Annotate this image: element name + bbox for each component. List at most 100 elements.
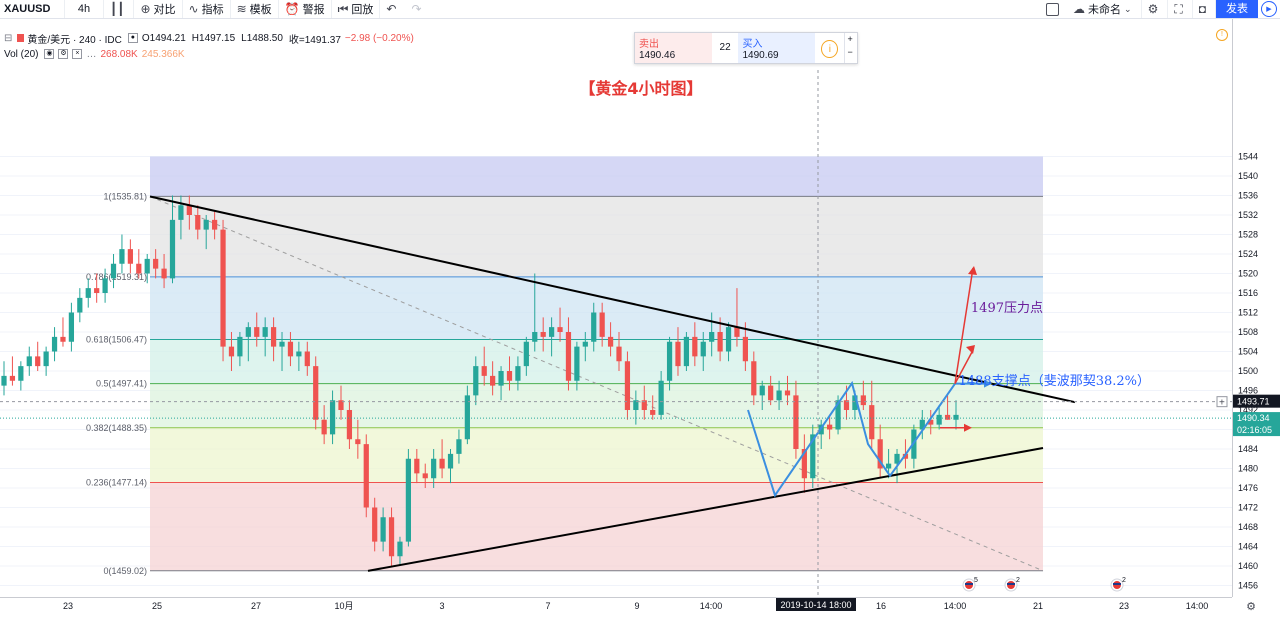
candle-body <box>709 332 715 342</box>
price-scale[interactable] <box>1232 19 1280 597</box>
chart-type-button[interactable]: ┃┃ <box>104 0 135 18</box>
candle-body <box>599 312 605 337</box>
replay-button[interactable]: ⏮ 回放 <box>332 0 381 18</box>
crosshair-time-text: 2019-10-14 18:00 <box>780 600 851 610</box>
eye-icon[interactable]: ● <box>127 33 138 43</box>
candle-body <box>35 356 41 367</box>
price-tick-label: 1540 <box>1238 171 1258 181</box>
interval-select[interactable]: 4h <box>65 0 104 18</box>
close-small-icon[interactable]: × <box>72 49 83 59</box>
fib-band <box>150 196 1043 277</box>
candle-body <box>650 410 656 415</box>
time-scale[interactable] <box>0 597 1232 623</box>
fib-label: 0.382(1488.35) <box>86 423 147 433</box>
redo-button[interactable]: ↷ <box>405 0 430 18</box>
legend-close: 收=1491.37 <box>288 34 341 46</box>
candle-body <box>178 205 184 220</box>
replay-label: 回放 <box>351 4 374 16</box>
minus-icon[interactable]: − <box>847 47 853 57</box>
candle-body <box>304 351 310 367</box>
candle-body <box>68 312 75 342</box>
add-alert-icon[interactable] <box>1216 396 1228 408</box>
fib-label: 0.618(1506.47) <box>86 334 147 344</box>
time-tick-label: 23 <box>1119 601 1129 611</box>
time-tick-label: 14:00 <box>700 601 723 611</box>
settings-button[interactable]: ⚙ <box>1142 0 1169 18</box>
alert-button[interactable]: ⏰ 警报 <box>279 0 332 18</box>
candle-body <box>683 336 690 367</box>
support-trendline[interactable] <box>367 447 1044 572</box>
candle-body <box>447 453 454 469</box>
info-icon[interactable]: i <box>821 40 839 58</box>
quantity-stepper[interactable]: + − <box>844 33 857 63</box>
more-icon[interactable]: … <box>86 48 97 60</box>
snapshot-button[interactable]: ◘ <box>1193 0 1216 18</box>
candle-body <box>953 414 959 420</box>
collapse-legend-icon[interactable]: ⊟ <box>4 32 13 44</box>
candle-body <box>26 356 32 367</box>
layout-name-label: 未命名 <box>1088 4 1122 16</box>
candle-body <box>607 336 614 347</box>
flag-stripe-icon <box>1007 583 1015 585</box>
buy-sell-panel: 卖出 1490.46 22 买入 1490.69 i + − <box>634 32 858 64</box>
price-tick-label: 1484 <box>1238 444 1258 454</box>
time-tick-label: 16 <box>876 601 886 611</box>
fullscreen-button[interactable]: ⛶ <box>1168 0 1193 18</box>
indicators-button[interactable]: ∿ 指标 <box>183 0 231 18</box>
undo-button[interactable]: ↶ <box>380 0 405 18</box>
candle-body <box>270 327 277 347</box>
candle-body <box>464 395 470 440</box>
clock-alert-icon[interactable]: ! <box>1216 29 1228 41</box>
candle-body <box>220 229 226 347</box>
templates-button[interactable]: ≋ 模板 <box>231 0 279 18</box>
settings-small-icon[interactable]: ⚙ <box>58 49 69 59</box>
play-button[interactable]: ▶ <box>1258 0 1280 18</box>
templates-label: 模板 <box>249 4 272 16</box>
legend-volume-row: Vol (20) ◉ ⚙ × … 268.08K 245.366K <box>4 46 414 62</box>
candle-body <box>481 366 487 376</box>
candle-body <box>801 449 807 479</box>
price-tick-label: 1496 <box>1238 386 1258 396</box>
price-tick-label: 1544 <box>1238 152 1258 162</box>
publish-button[interactable]: 发表 <box>1216 0 1258 18</box>
candle-body <box>422 473 428 479</box>
candle-body <box>439 458 445 469</box>
projection-path[interactable] <box>747 380 956 498</box>
red-arrow-up <box>954 267 974 384</box>
chart-legend: ⊟ 黄金/美元 · 240 · IDC ● O1494.21 H1497.15 … <box>4 30 414 62</box>
sell-button[interactable]: 卖出 1490.46 <box>635 33 712 63</box>
fib-diagonal <box>149 195 1044 572</box>
candle-body <box>793 395 799 449</box>
symbol-search[interactable]: XAUUSD <box>0 0 65 18</box>
legend-symbol: 黄金/美元 · 240 · IDC <box>27 34 122 46</box>
candle-body <box>94 288 100 293</box>
layout-checkbox[interactable] <box>1046 2 1060 16</box>
candle-body <box>835 400 841 430</box>
time-tick-label: 3 <box>439 601 444 611</box>
compare-button[interactable]: ⊕ 对比 <box>134 0 183 18</box>
resistance-trendline[interactable] <box>149 195 1076 404</box>
fib-label: 0(1459.02) <box>103 566 147 576</box>
flag-stripe-icon <box>965 583 973 585</box>
time-tick-label: 23 <box>63 601 73 611</box>
legend-open: O1494.21 <box>141 32 186 44</box>
legend-change: −2.98 (−0.20%) <box>344 32 414 44</box>
layout-name-button[interactable]: ☁ 未命名 ⌄ <box>1067 0 1142 18</box>
candle-body <box>574 346 580 381</box>
arrow-head <box>966 345 975 354</box>
candle-body <box>473 366 479 396</box>
legend-high: H1497.15 <box>191 32 236 44</box>
sell-label: 卖出 <box>639 39 659 50</box>
candle-body <box>9 375 16 381</box>
plus-icon[interactable]: + <box>847 34 853 44</box>
fib-band <box>150 427 1043 483</box>
candle-body <box>372 507 378 542</box>
visibility-icon[interactable]: ◉ <box>44 49 55 59</box>
candle-body <box>633 400 639 410</box>
time-tick-label: 14:00 <box>944 601 967 611</box>
buy-button[interactable]: 买入 1490.69 <box>738 33 816 63</box>
candle-body <box>203 219 209 230</box>
price-tick-label: 1456 <box>1238 581 1258 591</box>
legend-low: L1488.50 <box>241 32 283 44</box>
